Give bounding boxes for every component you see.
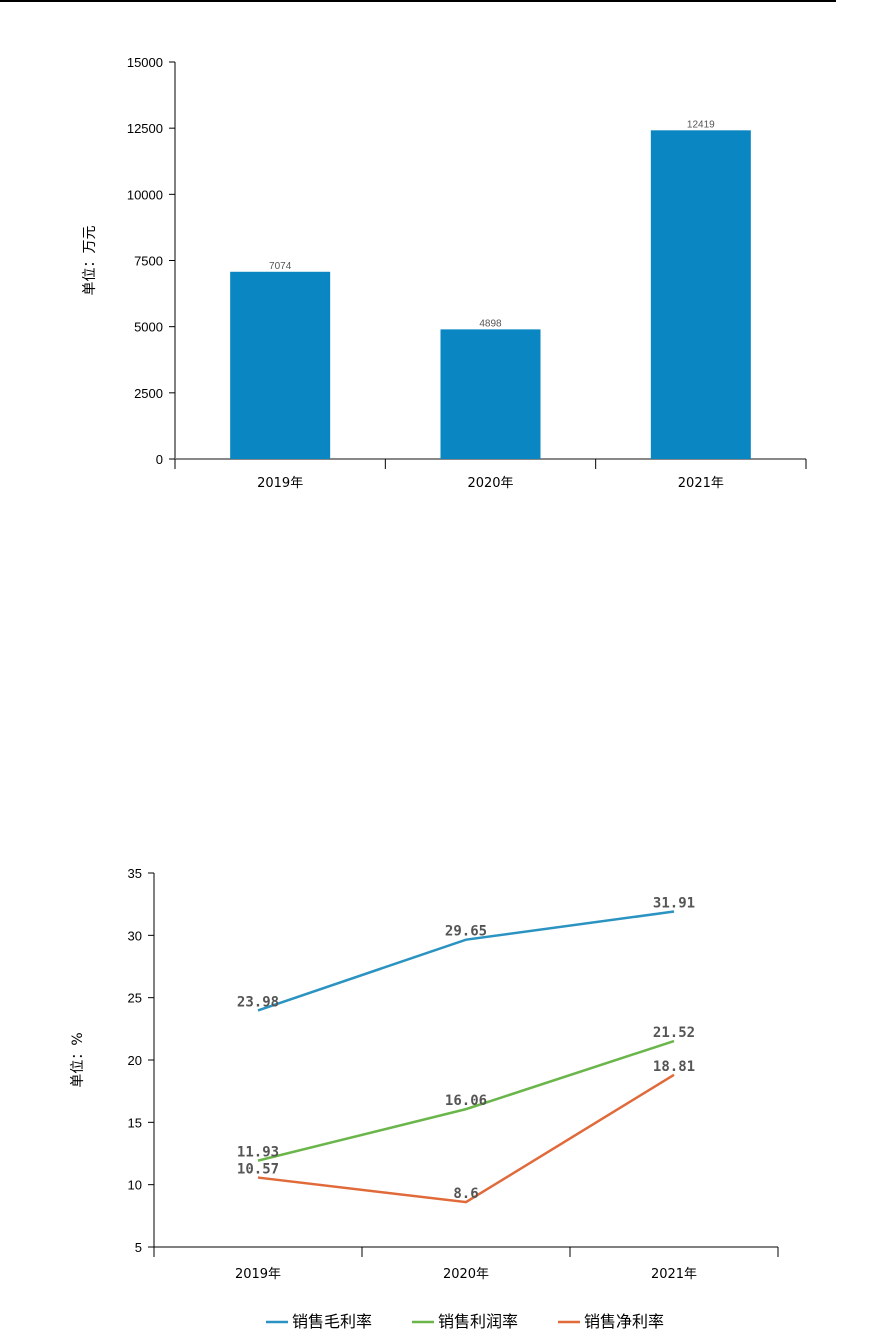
- x-category-label: 2021年: [651, 1267, 697, 1282]
- top-rule: [0, 0, 836, 2]
- y-tick-label: 25: [128, 991, 142, 1006]
- series-line-销售利润率: [257, 1039, 675, 1162]
- series-data-label: 21.52: [653, 1025, 695, 1041]
- y-tick-label: 30: [128, 928, 142, 943]
- y-tick-label: 0: [156, 452, 163, 467]
- x-category-label: 2021年: [678, 476, 724, 491]
- series-data-label: 18.81: [653, 1059, 695, 1075]
- revenue-bar-chart: 0 2500 5000 7500 10000 12500 15000 单位：万元 7074 201…: [82, 55, 807, 491]
- series-data-label: 16.06: [445, 1093, 487, 1109]
- series-line-销售净利率: [257, 1073, 675, 1204]
- bar-data-label: 4898: [479, 318, 502, 329]
- series-data-label: 8.6: [453, 1186, 478, 1202]
- y-tick-label: 5000: [134, 320, 163, 335]
- series-line-销售毛利率: [257, 910, 675, 1012]
- series-data-label: 10.57: [237, 1162, 279, 1178]
- y-tick-label: 12500: [127, 121, 163, 136]
- y-tick-label: 2500: [134, 386, 163, 401]
- y-tick-label: 10000: [127, 187, 163, 202]
- x-category-label: 2019年: [235, 1267, 281, 1282]
- legend-item: 销售净利率: [584, 1312, 664, 1331]
- y-tick-label: 35: [128, 866, 142, 881]
- legend-item: 销售利润率: [438, 1312, 518, 1331]
- series-data-label: 29.65: [445, 924, 487, 940]
- margin-line-chart: 5 10 15 20 25 30 35 单位：% 2019年 2020年 2021年 23.98 29.…: [70, 866, 779, 1331]
- bar-data-label: 12419: [687, 119, 715, 130]
- y-axis-label: 单位：%: [70, 1032, 86, 1087]
- series-data-label: 31.91: [653, 896, 695, 912]
- x-category-label: 2020年: [467, 476, 513, 491]
- y-tick-label: 5: [135, 1240, 142, 1255]
- y-tick-label: 20: [128, 1053, 142, 1068]
- legend-item: 销售毛利率: [292, 1312, 372, 1331]
- y-tick-label: 15: [128, 1115, 142, 1130]
- series-data-label: 11.93: [237, 1145, 279, 1161]
- bar-2021年: [650, 130, 751, 459]
- y-tick-label: 10: [128, 1178, 142, 1193]
- series-data-label: 23.98: [237, 994, 279, 1010]
- bar-data-label: 7074: [269, 261, 292, 272]
- y-tick-label: 15000: [127, 55, 163, 70]
- y-tick-label: 7500: [134, 254, 163, 269]
- x-category-label: 2019年: [257, 476, 303, 491]
- x-category-label: 2020年: [443, 1267, 489, 1282]
- bar-2019年: [230, 271, 331, 459]
- bar-2020年: [440, 329, 541, 459]
- y-axis-label: 单位：万元: [82, 226, 98, 296]
